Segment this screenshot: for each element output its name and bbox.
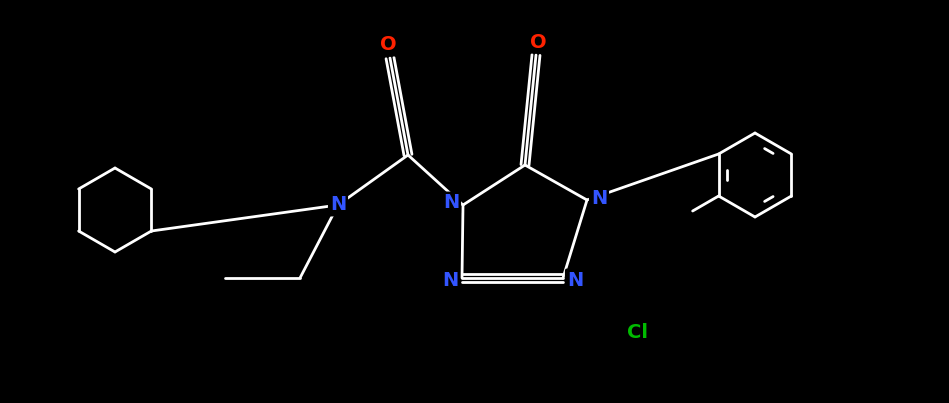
- Text: O: O: [380, 35, 397, 54]
- Text: N: N: [330, 195, 346, 214]
- Text: N: N: [443, 193, 459, 212]
- Text: N: N: [591, 189, 607, 208]
- Text: N: N: [442, 270, 458, 289]
- Text: O: O: [530, 33, 547, 52]
- Text: N: N: [567, 270, 583, 289]
- Text: Cl: Cl: [627, 324, 648, 343]
